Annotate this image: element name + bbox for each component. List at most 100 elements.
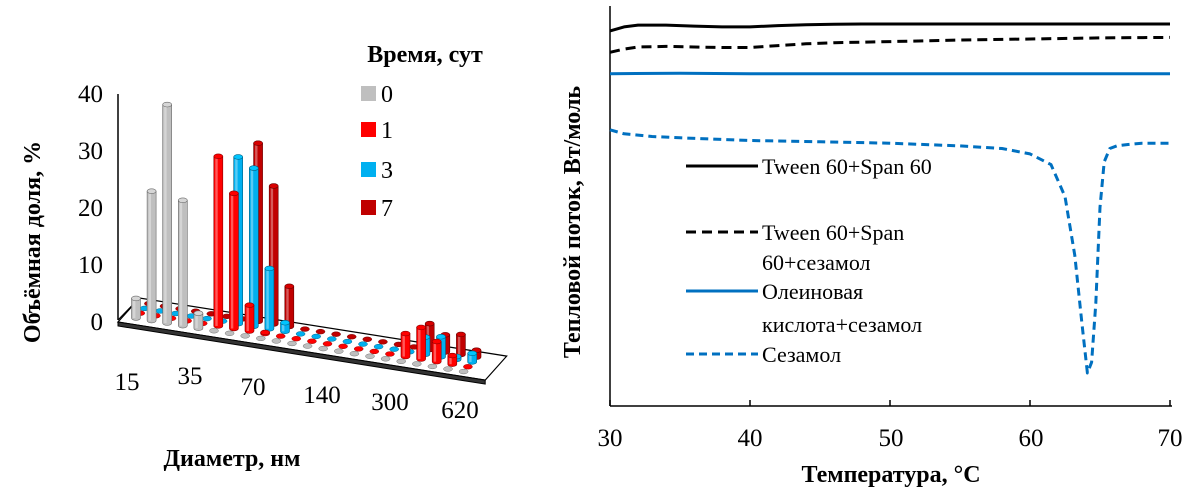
bar-disc xyxy=(412,361,422,367)
bar-highlight xyxy=(433,341,437,362)
bar-disc xyxy=(353,346,364,352)
bar-column xyxy=(416,324,426,362)
bar-column xyxy=(311,333,321,340)
bar-top xyxy=(229,190,239,197)
bar-column xyxy=(256,335,266,342)
bar-disc xyxy=(224,330,235,336)
y-tick-label: 40 xyxy=(78,81,103,108)
bar-column xyxy=(369,348,380,355)
bar-disc xyxy=(295,331,306,337)
bar-body xyxy=(467,353,477,365)
bar-body xyxy=(447,355,458,367)
bar-top xyxy=(424,320,435,327)
bar-top xyxy=(213,153,224,160)
legend-swatch xyxy=(361,86,376,101)
bar-disc xyxy=(373,344,384,350)
bar-body xyxy=(162,104,172,326)
bar-top xyxy=(193,310,204,316)
series-sesamol xyxy=(609,128,1170,375)
bar-column xyxy=(275,333,286,339)
bar-column xyxy=(131,295,141,321)
bar-disc xyxy=(380,356,391,362)
bar-disc xyxy=(365,353,375,359)
legend-title: Время, сут xyxy=(367,42,483,68)
bar-column xyxy=(431,338,442,365)
bar-body xyxy=(244,304,255,334)
y-axis-title: Объёмная доля, % xyxy=(20,141,46,343)
bar-disc xyxy=(349,351,360,357)
bar-disc xyxy=(275,333,286,339)
bar-top xyxy=(284,283,295,289)
legend-label: 0 xyxy=(381,82,393,108)
bar-body xyxy=(229,193,239,332)
bar-top xyxy=(178,197,188,204)
legend-label: 1 xyxy=(381,118,393,144)
bar-column xyxy=(193,310,204,331)
bar-column xyxy=(178,197,188,329)
bar-highlight xyxy=(164,104,167,324)
legend-label: 3 xyxy=(381,158,393,184)
bar-column xyxy=(202,315,212,322)
y-tick-label: 20 xyxy=(78,195,103,222)
bar-column xyxy=(358,341,368,347)
bar-column xyxy=(331,331,341,337)
bar-column xyxy=(342,338,353,345)
bar-column xyxy=(443,366,453,372)
bar-highlight xyxy=(133,298,136,318)
bar-disc xyxy=(427,363,438,370)
bar-body xyxy=(431,341,442,365)
bar-column xyxy=(271,338,282,344)
bar-column xyxy=(209,328,219,334)
bar-highlight xyxy=(402,333,405,357)
bar-column xyxy=(302,343,313,349)
bar-body xyxy=(213,156,224,329)
x-axis-title: Диаметр, нм xyxy=(164,446,301,472)
bar-disc xyxy=(202,315,212,322)
bar-column xyxy=(365,353,375,359)
bar-column xyxy=(400,330,411,360)
bar-column xyxy=(346,334,357,340)
bar-disc xyxy=(322,341,333,347)
bar-disc xyxy=(209,328,219,334)
bar-column xyxy=(264,265,275,332)
bar-highlight xyxy=(469,353,472,362)
x-tick-label: 15 xyxy=(115,369,140,396)
bar-body xyxy=(456,334,466,358)
series-tween-span xyxy=(609,22,1170,33)
bar-top xyxy=(456,331,466,338)
bar-column xyxy=(291,336,302,342)
bar-column xyxy=(260,329,270,337)
bar-column xyxy=(315,329,326,335)
bar-column xyxy=(385,351,395,357)
bar-top xyxy=(268,183,279,189)
bar-disc xyxy=(369,348,380,355)
legend-swatch xyxy=(361,162,376,177)
bar-column xyxy=(458,368,469,375)
legend-label: Tween 60+Span 60 xyxy=(762,154,932,179)
bar-column xyxy=(318,345,328,352)
bar-top xyxy=(447,352,458,359)
bar-disc xyxy=(307,338,317,344)
x-tick-label: 35 xyxy=(178,363,203,390)
legend: Время, сут 0 1 3 7 xyxy=(361,42,483,222)
bar-body xyxy=(400,333,411,360)
bar-disc xyxy=(318,345,328,352)
bar-highlight xyxy=(270,186,274,324)
bar-highlight xyxy=(215,156,218,326)
bar-highlight xyxy=(148,191,151,321)
bar-column xyxy=(307,338,317,344)
bar-disc xyxy=(331,331,341,337)
bar-top xyxy=(244,302,255,308)
bar-disc xyxy=(463,364,473,370)
bar-top xyxy=(467,350,478,357)
legend-label: Сезамол xyxy=(762,342,841,367)
bar-column xyxy=(334,348,344,354)
bar-column xyxy=(240,333,250,339)
bar-disc xyxy=(346,334,357,340)
bar-highlight xyxy=(266,268,269,329)
y-tick-label: 10 xyxy=(78,252,103,279)
x-axis-ticks xyxy=(609,400,1171,406)
bar-column xyxy=(213,153,224,329)
bar-disc xyxy=(311,333,321,340)
